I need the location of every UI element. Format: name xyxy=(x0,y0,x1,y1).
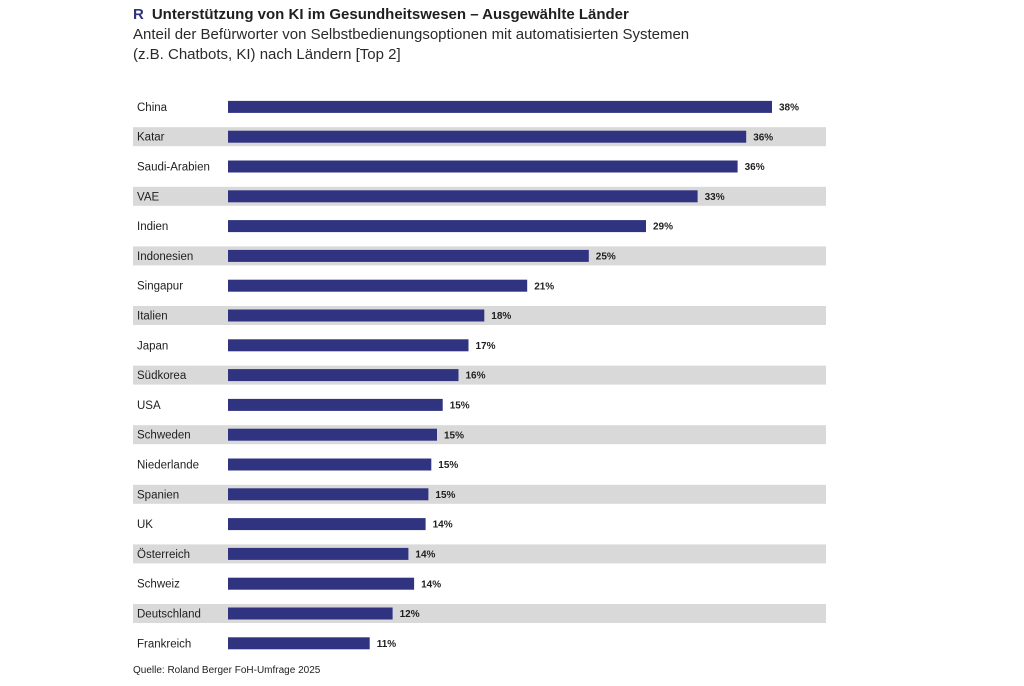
value-label: 36% xyxy=(745,162,765,173)
category-label: Deutschland xyxy=(137,609,201,621)
value-label: 18% xyxy=(491,311,511,322)
bar xyxy=(228,279,528,292)
value-label: 16% xyxy=(466,371,486,382)
bar xyxy=(228,369,459,382)
source-note: Quelle: Roland Berger FoH-Umfrage 2025 xyxy=(133,665,321,676)
category-label: Singapur xyxy=(137,281,183,293)
value-label: 25% xyxy=(596,252,616,263)
bar xyxy=(228,458,432,471)
bar xyxy=(228,518,426,531)
value-label: 15% xyxy=(450,401,470,412)
chart-subtitle: Anteil der Befürworter von Selbstbedienu… xyxy=(133,25,993,65)
category-label: Österreich xyxy=(137,549,190,561)
bar xyxy=(228,637,370,650)
category-label: UK xyxy=(137,519,153,531)
category-label: Spanien xyxy=(137,489,179,501)
value-label: 15% xyxy=(438,460,458,471)
subtitle-line-1: Anteil der Befürworter von Selbstbedienu… xyxy=(133,26,690,43)
category-label: Saudi-Arabien xyxy=(137,162,210,174)
category-label: Indonesien xyxy=(137,251,193,263)
bar xyxy=(228,249,589,262)
category-label: USA xyxy=(137,400,161,412)
bar xyxy=(228,428,437,441)
value-label: 29% xyxy=(653,222,673,233)
title-row: R Unterstützung von KI im Gesundheitswes… xyxy=(133,6,993,24)
category-label: Indien xyxy=(137,221,168,233)
value-label: 33% xyxy=(705,192,725,203)
bar xyxy=(228,309,485,322)
bar xyxy=(228,339,469,352)
category-label: VAE xyxy=(137,191,159,203)
category-label: Schweiz xyxy=(137,579,180,591)
value-label: 38% xyxy=(779,103,799,114)
value-label: 14% xyxy=(433,520,453,531)
value-label: 14% xyxy=(421,579,441,590)
bar xyxy=(228,607,393,620)
value-label: 15% xyxy=(435,490,455,501)
bar xyxy=(228,220,646,233)
value-label: 14% xyxy=(415,550,435,561)
category-label: Katar xyxy=(137,132,165,144)
category-label: Japan xyxy=(137,340,168,352)
category-label: Niederlande xyxy=(137,460,199,472)
roland-berger-logo: R xyxy=(133,6,144,23)
category-label: Schweden xyxy=(137,430,191,442)
bar xyxy=(228,190,698,203)
chart-header: R Unterstützung von KI im Gesundheitswes… xyxy=(133,6,993,65)
bar xyxy=(228,160,738,173)
value-label: 21% xyxy=(534,281,554,292)
value-label: 15% xyxy=(444,430,464,441)
value-label: 12% xyxy=(400,609,420,620)
category-label: China xyxy=(137,102,168,114)
chart-title: Unterstützung von KI im Gesundheitswesen… xyxy=(151,6,629,23)
category-label: Südkorea xyxy=(137,370,187,382)
value-label: 36% xyxy=(753,132,773,143)
bar xyxy=(228,130,747,143)
value-label: 17% xyxy=(476,341,496,352)
bar xyxy=(228,577,415,590)
bar xyxy=(228,488,429,501)
bar xyxy=(228,100,772,113)
bar xyxy=(228,547,409,560)
value-label: 11% xyxy=(377,639,397,650)
subtitle-line-2: (z.B. Chatbots, KI) nach Ländern [Top 2] xyxy=(133,46,401,63)
category-label: Italien xyxy=(137,311,168,323)
bar xyxy=(228,398,443,411)
category-label: Frankreich xyxy=(137,638,191,650)
